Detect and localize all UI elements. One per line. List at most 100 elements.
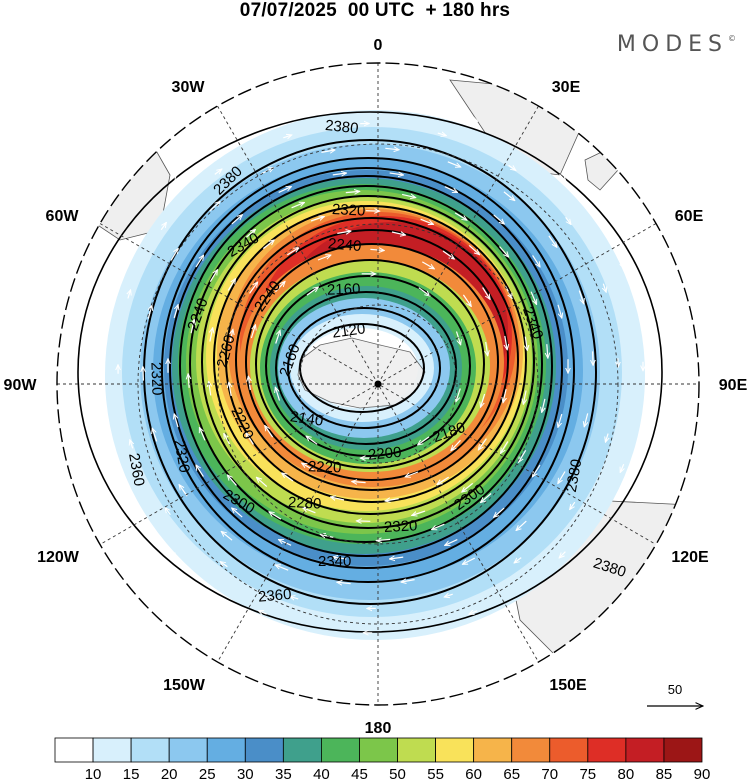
wind-arrow (420, 218, 434, 224)
colorbar-swatch (663, 737, 703, 763)
wind-arrow (250, 325, 255, 339)
lon-label-150e: 150E (549, 677, 587, 694)
wind-arrow (210, 328, 213, 342)
wind-arrow (514, 557, 522, 563)
wind-arrow (332, 557, 347, 559)
wind-arrow (454, 212, 467, 220)
contour-label: 2140 (289, 408, 324, 429)
wind-arrow (401, 194, 416, 197)
wind-arrow (447, 161, 461, 167)
colorbar-tick-label: 40 (313, 766, 330, 782)
wind-arrow (516, 520, 527, 531)
colorbar-tick-label: 25 (199, 766, 216, 782)
colorbar-tick-label: 85 (656, 766, 673, 782)
wind-arrow (220, 562, 228, 568)
wind-arrow (503, 388, 506, 403)
wind-arrow (224, 434, 232, 447)
lon-label-0: 0 (374, 37, 383, 54)
wind-arrow (525, 336, 527, 351)
wind-arrow (455, 331, 461, 345)
wind-arrow (278, 186, 292, 193)
colorbar-swatch (130, 737, 170, 763)
wind-arrow (508, 164, 516, 170)
wind-arrow (376, 539, 391, 540)
contour-label: 2320 (147, 362, 165, 396)
colorbar-swatch (397, 737, 436, 763)
colorbar-swatch (511, 737, 551, 763)
colorbar-swatch (625, 737, 665, 763)
wind-arrow (321, 150, 335, 153)
wind-arrow (405, 471, 419, 477)
wind-arrow (317, 255, 331, 261)
brand-name: MODES (616, 32, 728, 57)
wind-arrow (230, 329, 233, 344)
contour-label: 2380 (563, 458, 586, 494)
wind-arrow (445, 539, 458, 546)
wind-arrow (258, 118, 267, 122)
lon-label-120e: 120E (671, 549, 709, 566)
wind-arrow (229, 382, 231, 397)
lon-label-60e: 60E (675, 208, 704, 225)
contour-label: 2380 (324, 117, 359, 137)
wind-arrow (505, 335, 507, 350)
wind-arrow (128, 290, 131, 299)
wind-arrow (286, 248, 299, 256)
colorbar-tick-label: 65 (503, 766, 520, 782)
wind-arrow (232, 508, 243, 518)
wind-arrow (352, 482, 366, 483)
contour-label: 2320 (384, 517, 418, 536)
lon-label-90e: 90E (719, 377, 748, 394)
wind-arrow (209, 201, 220, 212)
contour-label: 2360 (125, 452, 148, 488)
wind-arrow (160, 222, 166, 231)
wind-arrow (227, 475, 237, 486)
wind-arrow (456, 388, 461, 402)
colorbar-swatch (92, 737, 132, 763)
lon-label-120w: 120W (37, 549, 80, 566)
wind-arrow (332, 173, 347, 175)
wind-arrow (282, 473, 294, 482)
colorbar (54, 737, 703, 763)
colorbar-tick-label: 30 (237, 766, 254, 782)
contour-label: 2320 (332, 201, 366, 220)
wind-arrow (244, 229, 256, 239)
wind-arrow (482, 287, 491, 300)
wind-arrow (469, 118, 477, 122)
contour-label: 2160 (327, 281, 361, 299)
wind-arrow (306, 436, 318, 445)
wind-arrow (391, 232, 406, 235)
colorbar-tick-label: 55 (427, 766, 444, 782)
colorbar-tick-label: 75 (579, 766, 596, 782)
wind-arrow (559, 173, 566, 180)
wind-arrow (462, 294, 471, 307)
wind-arrow (370, 249, 384, 250)
wind-arrow (501, 441, 509, 454)
colorbar-swatch (54, 737, 94, 763)
wind-arrow (246, 433, 254, 445)
contour-label: 2200 (367, 444, 402, 464)
wind-arrow (437, 133, 447, 136)
colorbar-tick-label: 80 (618, 766, 635, 782)
colorbar-tick-label: 50 (389, 766, 406, 782)
wind-arrow (256, 477, 268, 488)
lon-label-150w: 150W (163, 677, 206, 694)
wind-arrow (345, 191, 360, 192)
wind-arrow (530, 291, 537, 305)
wind-arrow (559, 551, 566, 558)
colorbar-tick-label: 90 (694, 766, 711, 782)
wind-arrow (462, 557, 476, 565)
wind-arrow (209, 270, 217, 283)
wind-arrow (519, 449, 527, 462)
wind-arrow (493, 214, 505, 224)
wind-arrow (174, 414, 179, 428)
wind-arrow (269, 512, 282, 520)
wind-arrow (330, 497, 345, 500)
longitude-labels: 0 30W 30E 60W 60E 90W 90E 120W 120E 150W… (4, 37, 748, 737)
wind-arrow (437, 476, 450, 484)
colorbar-swatch (168, 737, 208, 763)
colorbar-swatch (435, 737, 475, 763)
wind-arrow (248, 376, 250, 390)
wind-arrow (478, 438, 487, 450)
wind-arrow (385, 499, 399, 501)
colorbar-swatch (359, 737, 398, 763)
